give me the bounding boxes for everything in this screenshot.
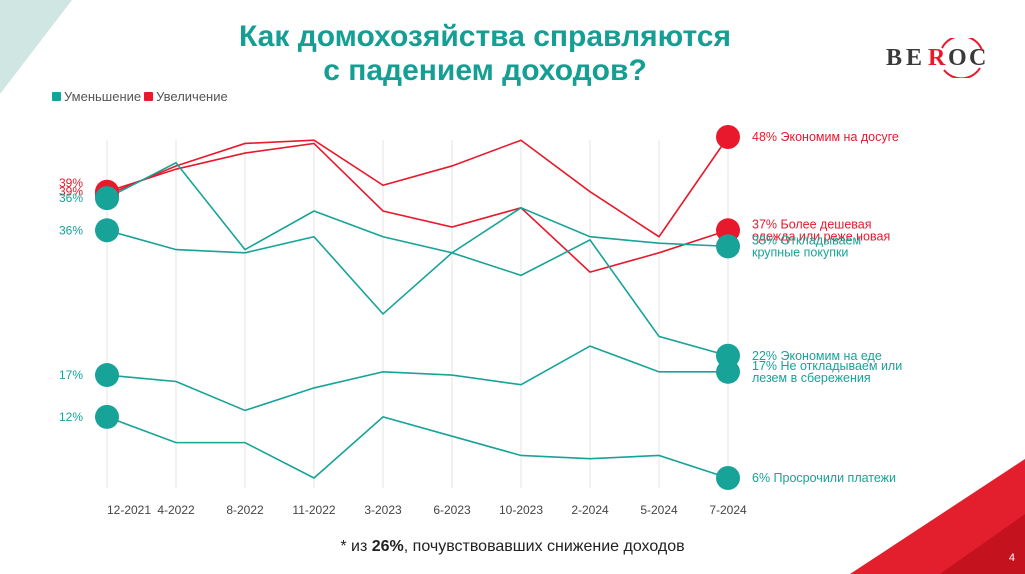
chart-gridlines (106, 140, 729, 488)
legend-item-increase: Увеличение (144, 89, 228, 104)
x-tick-label: 5-2024 (640, 503, 678, 517)
logo-letter-r: R (928, 45, 946, 71)
footnote-prefix: * из (340, 538, 372, 555)
series-end-label: 17% Не откладываем или (752, 359, 902, 373)
page-title-line2: с падением доходов? (323, 54, 647, 87)
page-title: Как домохозяйства справляются с падением… (150, 20, 820, 88)
logo-letter-c: C (969, 45, 986, 71)
chart-legend: Уменьшение Увеличение (52, 89, 231, 104)
chart-lines (106, 136, 729, 479)
series-line (106, 142, 729, 274)
series-start-label: 36% (59, 191, 83, 205)
series-line (106, 229, 729, 357)
footnote-bold: 26% (371, 538, 404, 555)
series-end-label: 35% Откладываем (752, 233, 861, 247)
x-tick-label: 2-2024 (571, 503, 609, 517)
series-start-label: 36% (59, 223, 83, 237)
series-start-label: 39% (59, 185, 83, 199)
series-start-marker (95, 404, 119, 429)
page-number: 4 (1008, 552, 1015, 564)
series-start-label: 39% (59, 176, 83, 190)
x-axis-ticks: 12-2021 4-2022 8-2022 11-2022 3-2023 6-2023 10… (107, 503, 747, 517)
series-end-marker (716, 125, 740, 149)
x-tick-label: 11-2022 (292, 503, 335, 517)
legend-label-increase: Увеличение (156, 89, 228, 104)
series-end-marker (716, 466, 740, 490)
series-end-label: 6% Просрочили платежи (752, 471, 896, 485)
footnote-suffix: , почувствовавших снижение доходов (403, 538, 685, 555)
series-end-label: 22% Экономим на еде (752, 349, 882, 363)
corner-decoration-top-left (0, 0, 72, 94)
corner-decoration-bottom-right (850, 459, 1025, 574)
x-tick-label: 4-2022 (157, 503, 195, 517)
series-end-label: лезем в сбережения (752, 371, 871, 385)
x-tick-label: 10-2023 (499, 503, 543, 517)
series-start-label: 17% (59, 368, 83, 382)
x-tick-label: 8-2022 (226, 503, 264, 517)
series-start-marker (95, 218, 119, 243)
x-tick-label: 6-2023 (433, 503, 471, 517)
x-tick-label: 7-2024 (709, 503, 747, 517)
chart-labels: 39% 48% Экономим на досуге 39% 37% Более де… (59, 130, 902, 485)
series-start-marker (95, 186, 119, 211)
series-end-label: крупные покупки (752, 245, 848, 259)
logo-letter-e: E (906, 45, 922, 71)
logo-letter-b: B (886, 45, 902, 71)
series-end-marker (716, 234, 740, 259)
legend-label-decrease: Уменьшение (64, 89, 142, 104)
chart-markers (95, 125, 740, 490)
series-end-marker (716, 359, 740, 384)
series-line (106, 136, 729, 238)
legend-item-decrease: Уменьшение (52, 89, 141, 104)
legend-swatch-red (144, 92, 154, 101)
x-tick-label: 12-2021 (107, 503, 151, 517)
x-tick-label: 3-2023 (364, 503, 402, 517)
logo-letter-o: O (948, 45, 967, 71)
footnote: * из 26%, почувствовавших снижение доход… (0, 538, 1025, 556)
series-line (106, 345, 728, 412)
series-line (106, 161, 729, 254)
series-end-label: 37% Более дешевая (752, 217, 872, 231)
series-end-label: одежда или реже новая (752, 229, 890, 243)
page-title-line1: Как домохозяйства справляются (238, 20, 731, 53)
series-start-label: 12% (59, 410, 83, 424)
series-line (106, 415, 729, 479)
series-start-marker (95, 363, 119, 388)
series-end-label: 48% Экономим на досуге (752, 130, 899, 144)
legend-swatch-teal (52, 92, 61, 101)
beroc-logo: B E R O C (886, 38, 986, 78)
